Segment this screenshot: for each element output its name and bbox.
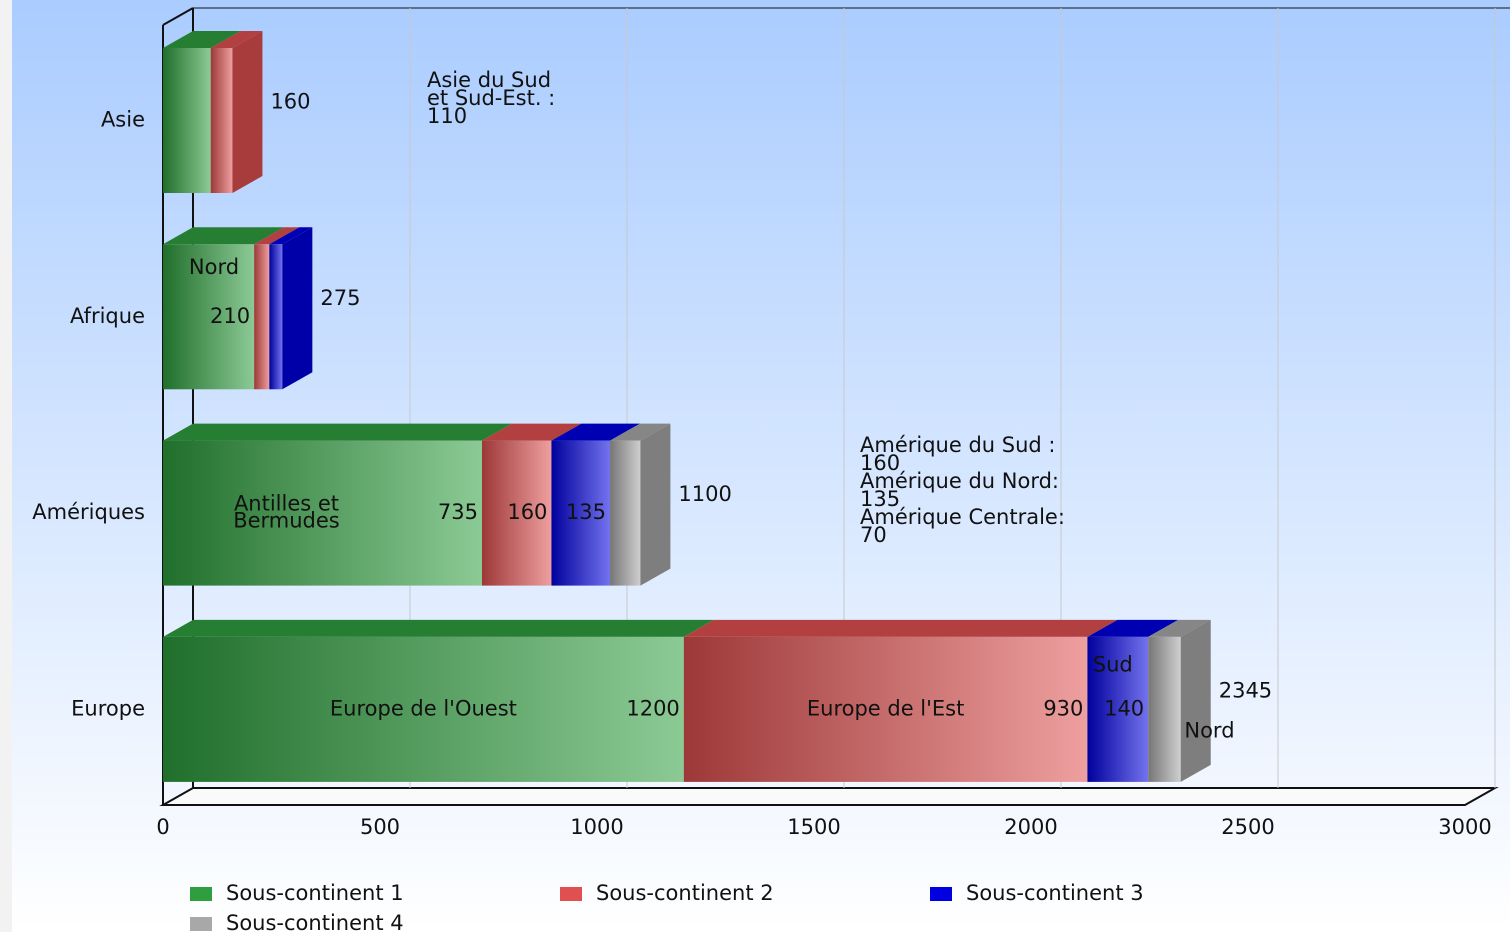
value-label: 210 [210, 304, 250, 328]
bar [683, 636, 1088, 782]
value-label: 160 [507, 500, 547, 524]
annotation: Amérique Centrale: [860, 505, 1065, 529]
bar [481, 440, 552, 586]
floor [159, 787, 1499, 806]
bar-top [163, 619, 714, 637]
bar [1087, 636, 1149, 782]
annotation: Asie du Sud [427, 68, 551, 92]
x-tick-label: 2500 [1221, 815, 1274, 839]
value-label: 930 [1043, 696, 1083, 720]
x-tick-label: 2000 [1004, 815, 1057, 839]
value-label: 135 [566, 500, 606, 524]
segment-label: Bermudes [233, 509, 340, 533]
total-label: 160 [270, 90, 310, 114]
legend-swatch [190, 887, 212, 901]
left-edge [0, 0, 12, 932]
annotation: 70 [860, 523, 887, 547]
legend-label: Sous-continent 3 [966, 881, 1144, 905]
bar-top [163, 227, 285, 245]
annotation: 135 [860, 487, 900, 511]
x-tick-label: 0 [156, 815, 169, 839]
y-tick-label: Asie [101, 108, 145, 132]
annotation: 110 [427, 104, 467, 128]
annotation: Amérique du Nord: [860, 469, 1059, 493]
legend-label: Sous-continent 1 [226, 881, 404, 905]
bar-top [163, 423, 512, 441]
bar-side [282, 227, 313, 390]
x-tick-label: 3000 [1438, 815, 1491, 839]
bar-side [232, 31, 263, 193]
bar-top [1148, 619, 1211, 637]
bar-side [1180, 619, 1211, 782]
x-tick-label: 1000 [570, 815, 623, 839]
bar [551, 440, 611, 586]
bar-top [1087, 619, 1179, 637]
bar [1148, 636, 1181, 782]
bar [210, 48, 233, 193]
corner [162, 7, 194, 26]
bar-top [610, 423, 671, 441]
value-label: 735 [438, 500, 478, 524]
total-label: 1100 [678, 482, 731, 506]
segment-label: Antilles et [234, 492, 339, 516]
bar [163, 244, 255, 390]
bar-top [269, 227, 313, 245]
annotation: 160 [860, 451, 900, 475]
legend-swatch [190, 917, 212, 931]
legend-label: Sous-continent 2 [596, 881, 774, 905]
legend-swatch [560, 887, 582, 901]
total-label: 275 [320, 286, 360, 310]
bar-top [683, 619, 1118, 637]
legend-label: Sous-continent 4 [226, 911, 404, 932]
bar [269, 244, 283, 390]
bar [254, 244, 270, 390]
y-tick-label: Amériques [32, 500, 145, 524]
segment-label: Europe de l'Est [807, 696, 965, 720]
annotation: Amérique du Sud : [860, 433, 1055, 457]
value-label: 140 [1104, 696, 1144, 720]
bar-side [640, 423, 671, 586]
segment-label: Nord [189, 255, 239, 279]
annotation: et Sud-Est. : [427, 86, 555, 110]
y-tick-label: Afrique [70, 304, 145, 328]
segment-label: Sud [1093, 652, 1133, 676]
bar-top [551, 423, 641, 441]
bar-top [163, 31, 241, 48]
bar-top [254, 227, 300, 245]
bar [163, 48, 211, 193]
x-tick-label: 1500 [787, 815, 840, 839]
segment-label: Nord [1184, 718, 1234, 742]
segment-label: Europe de l'Ouest [330, 696, 517, 720]
bar [163, 440, 482, 586]
x-tick-label: 500 [360, 815, 400, 839]
bar-top [210, 31, 263, 48]
y-tick-label: Europe [71, 696, 145, 720]
bar [163, 636, 684, 782]
bar [610, 440, 641, 586]
total-label: 2345 [1219, 678, 1272, 702]
bar-top [481, 423, 582, 441]
value-label: 1200 [626, 696, 679, 720]
legend-swatch [930, 887, 952, 901]
